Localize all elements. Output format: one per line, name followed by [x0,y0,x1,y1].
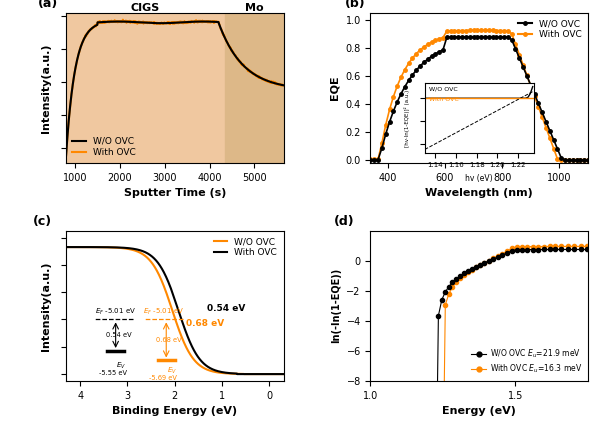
Text: 0.68 eV: 0.68 eV [185,319,224,328]
W/O OVC [268,372,275,377]
W/O OVC [250,71,257,76]
Legend: W/O OVC, With OVC: W/O OVC, With OVC [71,135,137,158]
With OVC [201,19,208,24]
Text: -5.55 eV: -5.55 eV [98,370,127,376]
W/O OVC [189,19,196,24]
W/O OVC [280,83,287,88]
W/O OVC [146,258,153,263]
W/O OVC [89,244,96,250]
Y-axis label: Intensity(a.u.): Intensity(a.u.) [41,43,51,133]
W/O OVC [584,158,592,163]
With OVC [282,372,289,377]
Text: (b): (b) [344,0,365,10]
W/O OVC [531,92,538,97]
With OVC [577,158,584,163]
Text: CIGS: CIGS [131,3,160,13]
With OVC [516,52,523,57]
W/O OVC [554,146,561,152]
Text: -5.69 eV: -5.69 eV [149,375,177,381]
X-axis label: Wavelength (nm): Wavelength (nm) [425,188,533,198]
W/O OVC [77,244,84,250]
Line: W/O OVC: W/O OVC [369,35,590,162]
X-axis label: Binding Energy (eV): Binding Energy (eV) [112,406,238,416]
With OVC [554,156,561,161]
Text: $E_V$: $E_V$ [116,360,127,371]
With OVC [367,156,374,161]
With OVC [139,249,146,254]
Text: 0.54 eV: 0.54 eV [106,332,131,338]
W/O OVC [194,19,202,24]
Text: $E_F$ -5.01 eV: $E_F$ -5.01 eV [95,306,136,317]
W/O OVC [227,47,235,52]
Text: (a): (a) [38,0,58,10]
X-axis label: Sputter Time (s): Sputter Time (s) [124,188,226,198]
W/O OVC [139,252,146,257]
Bar [225,13,284,163]
With OVC [146,252,153,257]
Text: (c): (c) [34,215,53,228]
Text: (d): (d) [334,215,354,228]
With OVC [62,153,70,158]
With OVC [89,244,96,250]
With OVC [58,244,65,250]
Line: With OVC: With OVC [66,20,284,156]
Text: 0.68 eV: 0.68 eV [157,337,182,343]
Text: 0.54 eV: 0.54 eV [208,304,246,313]
W/O OVC [62,154,70,159]
W/O OVC [421,60,428,65]
Bar [66,13,225,163]
With OVC [77,244,84,250]
With OVC [194,19,202,24]
Text: $E_F$ -5.01 eV: $E_F$ -5.01 eV [143,306,184,317]
W/O OVC [367,157,374,162]
With OVC [250,71,257,76]
Legend: W/O OVC, With OVC: W/O OVC, With OVC [212,235,279,259]
Y-axis label: ln(-ln(1-EQE)): ln(-ln(1-EQE)) [331,268,341,343]
W/O OVC [201,19,208,24]
W/O OVC [562,158,569,163]
W/O OVC [152,266,159,271]
With OVC [112,245,119,250]
Text: $E_V$: $E_V$ [167,366,177,376]
W/O OVC [416,63,424,68]
With OVC [531,94,538,99]
With OVC [76,50,83,55]
Legend: W/O OVC, With OVC: W/O OVC, With OVC [517,18,583,41]
With OVC [557,158,565,163]
Text: Mo: Mo [245,3,263,13]
With OVC [189,19,196,24]
With OVC [268,372,275,377]
W/O OVC [282,372,289,377]
Line: With OVC: With OVC [369,29,590,162]
Line: W/O OVC: W/O OVC [66,21,284,156]
With OVC [119,17,127,22]
Y-axis label: Intensity(a.u.): Intensity(a.u.) [41,261,51,351]
W/O OVC [478,34,485,39]
With OVC [416,48,424,53]
With OVC [280,83,287,88]
Line: W/O OVC: W/O OVC [61,247,286,374]
Line: With OVC: With OVC [61,247,286,374]
Y-axis label: EQE: EQE [330,76,340,100]
With OVC [421,45,428,50]
Legend: W/O OVC $E_u$=21.9 meV, With OVC $E_u$=16.3 meV: W/O OVC $E_u$=21.9 meV, With OVC $E_u$=1… [469,345,584,377]
W/O OVC [516,55,523,60]
W/O OVC [58,244,65,250]
With OVC [478,28,485,33]
With OVC [152,257,159,262]
W/O OVC [112,245,119,250]
W/O OVC [577,158,584,163]
X-axis label: Energy (eV): Energy (eV) [442,406,516,416]
W/O OVC [115,19,122,24]
With OVC [584,158,592,163]
W/O OVC [76,49,83,54]
With OVC [227,48,235,53]
